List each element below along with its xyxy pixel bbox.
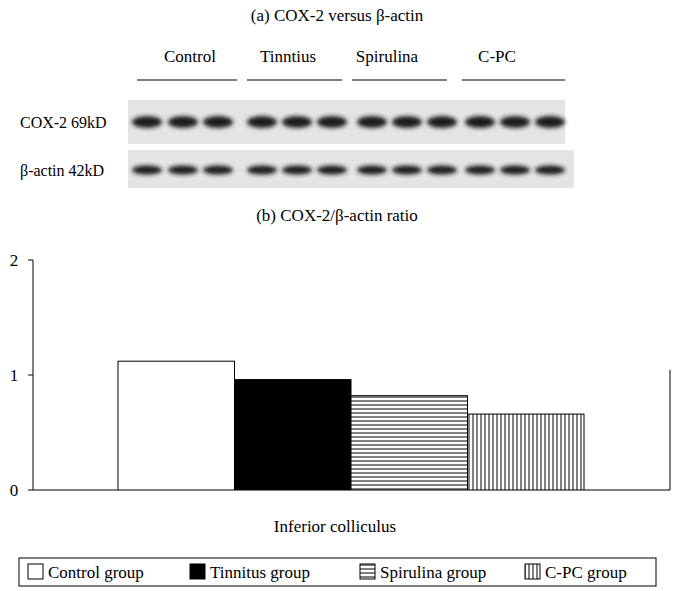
blot-group-line: [462, 80, 565, 81]
legend-swatch: [190, 564, 205, 579]
blot-band: [203, 166, 233, 175]
blot-band: [168, 166, 198, 175]
blot-band: [392, 166, 422, 175]
y-tick-label: 1: [10, 366, 19, 385]
y-tick-label: 0: [10, 481, 19, 500]
blot-row-label: β-actin 42kD: [20, 162, 104, 180]
blot-band: [427, 116, 457, 128]
frame-right: [670, 370, 671, 490]
legend-swatch: [360, 564, 375, 579]
blot-band: [203, 116, 233, 128]
blot-group-label: Control: [164, 47, 216, 66]
blot-title: (a) COX-2 versus β-actin: [251, 6, 424, 25]
figure: (a) COX-2 versus β-actin Control Tinntius S…: [0, 0, 675, 591]
blot-band: [282, 116, 312, 128]
blot-group-label: Spirulina: [356, 47, 419, 66]
blot-group-label: Tinntius: [260, 47, 316, 66]
bar: [118, 361, 235, 490]
blot-band: [535, 116, 565, 128]
blot-group-line: [352, 80, 447, 81]
blot-band: [392, 116, 422, 128]
bars: [118, 361, 584, 490]
bar: [468, 414, 585, 490]
legend-label: Tinnitus group: [210, 563, 310, 582]
blot-band: [500, 116, 530, 128]
bar: [235, 380, 352, 490]
blot-band: [535, 166, 565, 175]
blot-band: [282, 166, 312, 175]
blot-band: [247, 166, 277, 175]
legend-swatch: [525, 564, 540, 579]
blot-band: [317, 166, 347, 175]
blot-band: [357, 166, 387, 175]
blot-row-label: COX-2 69kD: [20, 114, 107, 131]
blot-band: [427, 166, 457, 175]
blot-band: [247, 116, 277, 128]
blot-band: [317, 116, 347, 128]
blot-band: [357, 116, 387, 128]
blot-band: [465, 116, 495, 128]
x-category-label: Inferior colliculus: [274, 517, 396, 536]
legend-label: Spirulina group: [380, 563, 486, 582]
blot-band: [132, 116, 162, 128]
y-tick: [28, 490, 33, 491]
y-tick: [28, 260, 33, 261]
blot-group-label: C-PC: [478, 47, 516, 66]
chart-title: (b) COX-2/β-actin ratio: [256, 206, 418, 225]
blot-band: [500, 166, 530, 175]
legend-box: [19, 558, 656, 586]
legend-label: C-PC group: [545, 563, 627, 582]
legend-swatch: [28, 564, 43, 579]
y-tick-label: 2: [10, 251, 19, 270]
legend-label: Control group: [48, 563, 144, 582]
blot-band: [465, 166, 495, 175]
blot-strip: [128, 150, 574, 188]
blot-band: [132, 166, 162, 175]
blot-band: [168, 116, 198, 128]
bar: [351, 396, 468, 490]
blot-group-line: [247, 80, 342, 81]
blot-group-line: [137, 80, 237, 81]
y-tick: [28, 375, 33, 376]
blot-strip: [128, 100, 565, 144]
